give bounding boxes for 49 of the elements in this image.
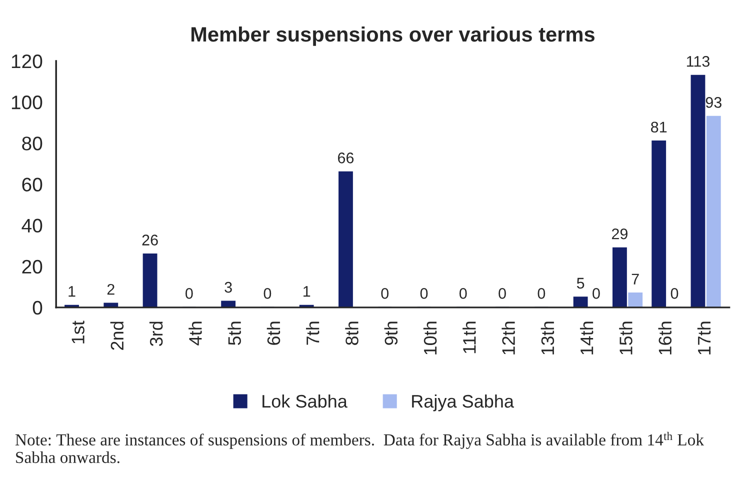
data-label: 0	[538, 288, 546, 299]
data-label: 5	[576, 278, 584, 289]
x-tick-label: 7th	[306, 322, 320, 345]
x-tick-label: 15th	[619, 322, 632, 354]
y-tick-label: 100	[12, 96, 42, 110]
x-tick-label: 11th	[462, 322, 476, 354]
x-tick-label: 2nd	[110, 322, 124, 350]
data-label: 26	[142, 234, 158, 246]
data-label: 0	[381, 288, 389, 299]
text: Note: These are instances of suspensions of members. Data for Rajya Sabha is available from 14$^{th}$ Lok Sabha onwards.	[15, 432, 704, 464]
data-label: 0	[420, 288, 428, 299]
data-label: 0	[460, 288, 467, 299]
data-label: 113	[686, 56, 710, 67]
data-label: 0	[592, 288, 600, 299]
data-label: 0	[498, 288, 506, 299]
data-label: 0	[264, 288, 272, 299]
data-label: 1	[68, 286, 76, 297]
data-label: 93	[706, 97, 722, 108]
y-tick-label: 120	[12, 54, 42, 68]
x-tick-label: 10th	[423, 322, 437, 354]
data-label: 7	[632, 274, 639, 284]
x-tick-label: 4th	[188, 322, 202, 346]
x-tick-label: 9th	[384, 322, 398, 345]
data-label: 66	[338, 152, 354, 164]
x-tick-label: 17th	[697, 322, 711, 354]
data-label: 0	[670, 288, 678, 299]
x-tick-label: 14th	[580, 322, 594, 354]
y-tick-label: 0	[32, 300, 42, 315]
legend-label: Rajya Sabha	[412, 394, 514, 412]
y-tick-label: 20	[22, 260, 42, 274]
data-label: 81	[651, 122, 667, 133]
data-label: 1	[304, 286, 310, 297]
x-tick-label: 16th	[658, 322, 672, 354]
data-label: 3	[224, 282, 232, 293]
x-tick-label: 1st	[72, 320, 84, 344]
x-tick-label: 5th	[228, 322, 241, 346]
x-tick-label: 6th	[266, 322, 280, 345]
y-tick-label: 80	[22, 136, 42, 150]
y-tick-label: 40	[22, 218, 42, 233]
y-tick-label: 60	[22, 178, 42, 192]
data-label: 2	[107, 284, 114, 295]
x-tick-label: 13th	[540, 322, 554, 354]
chart-title: Member suspensions over various terms	[191, 26, 594, 46]
legend-label: Lok Sabha	[262, 394, 348, 408]
x-tick-label: 8th	[345, 322, 358, 345]
x-tick-label: 12th	[502, 322, 515, 354]
data-label: 29	[612, 228, 628, 240]
data-label: 0	[186, 288, 193, 299]
x-tick-label: 3rd	[149, 322, 163, 346]
